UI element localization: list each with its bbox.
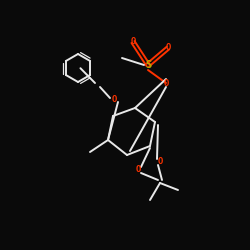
Text: O: O [111, 96, 117, 104]
Text: O: O [157, 158, 163, 166]
Text: O: O [165, 44, 171, 52]
Text: O: O [163, 78, 169, 88]
Text: S: S [145, 60, 151, 70]
Text: O: O [130, 38, 136, 46]
Text: O: O [135, 166, 141, 174]
